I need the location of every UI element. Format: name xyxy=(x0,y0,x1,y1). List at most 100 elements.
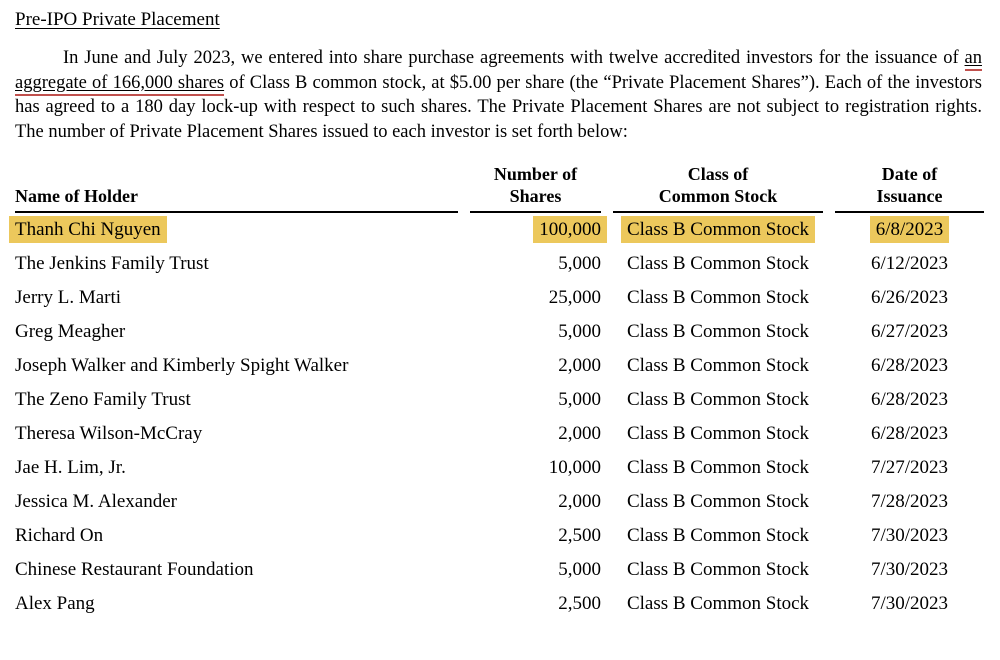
shares-value: 25,000 xyxy=(548,287,601,308)
stock-class-cell: Class B Common Stock xyxy=(613,281,823,315)
issuance-date-value: 6/26/2023 xyxy=(870,287,949,308)
stock-class-cell: Class B Common Stock xyxy=(613,383,823,417)
holder-name-cell: Jerry L. Marti xyxy=(15,281,458,315)
shares-cell: 2,500 xyxy=(470,587,601,621)
issuance-date-value: 7/30/2023 xyxy=(870,593,949,614)
stock-class-cell: Class B Common Stock xyxy=(613,349,823,383)
holder-name-cell: Thanh Chi Nguyen xyxy=(9,213,458,247)
issuance-date-cell: 6/8/2023 xyxy=(835,213,984,247)
holders-table: Name of Holder Number of Shares Class of… xyxy=(9,159,1000,621)
issuance-date-cell: 6/27/2023 xyxy=(835,315,984,349)
stock-class-value: Class B Common Stock xyxy=(626,253,810,274)
holder-name: The Zeno Family Trust xyxy=(15,389,191,410)
holder-name: Joseph Walker and Kimberly Spight Walker xyxy=(15,355,349,376)
stock-class-value: Class B Common Stock xyxy=(626,491,810,512)
stock-class-cell: Class B Common Stock xyxy=(613,417,823,451)
holder-name: Chinese Restaurant Foundation xyxy=(15,559,254,580)
header-line: Name of Holder xyxy=(15,186,138,206)
shares-cell: 2,500 xyxy=(470,519,601,553)
header-line: Date of xyxy=(881,164,938,184)
stock-class-value: Class B Common Stock xyxy=(626,559,810,580)
holder-name: Theresa Wilson-McCray xyxy=(15,423,203,444)
column-header-class-of-common-stock: Class of Common Stock xyxy=(613,159,823,213)
holder-name-cell: Greg Meagher xyxy=(15,315,458,349)
column-header-name-of-holder: Name of Holder xyxy=(15,159,458,213)
holder-name-cell: Jessica M. Alexander xyxy=(15,485,458,519)
shares-value: 2,000 xyxy=(558,491,601,512)
issuance-date-value: 6/28/2023 xyxy=(870,355,949,376)
issuance-date-cell: 6/28/2023 xyxy=(835,417,984,451)
holder-name: Greg Meagher xyxy=(15,321,126,342)
issuance-date-value: 7/27/2023 xyxy=(870,457,949,478)
issuance-date-value: 6/27/2023 xyxy=(870,321,949,342)
paragraph-text-before: In June and July 2023, we entered into s… xyxy=(63,48,965,68)
header-line: Number of xyxy=(493,164,578,184)
header-line: Shares xyxy=(509,186,562,206)
shares-value: 2,500 xyxy=(558,593,601,614)
shares-value: 10,000 xyxy=(548,457,601,478)
stock-class-value: Class B Common Stock xyxy=(626,457,810,478)
holder-name-cell: The Zeno Family Trust xyxy=(15,383,458,417)
holder-name: Richard On xyxy=(15,525,104,546)
stock-class-cell: Class B Common Stock xyxy=(613,553,823,587)
stock-class-value: Class B Common Stock xyxy=(626,355,810,376)
shares-value: 5,000 xyxy=(558,321,601,342)
stock-class-cell: Class B Common Stock xyxy=(613,213,823,247)
holder-name: Jessica M. Alexander xyxy=(15,491,177,512)
issuance-date-value: 6/28/2023 xyxy=(870,389,949,410)
shares-value: 100,000 xyxy=(533,216,607,243)
shares-value: 5,000 xyxy=(558,389,601,410)
stock-class-value: Class B Common Stock xyxy=(626,321,810,342)
stock-class-value: Class B Common Stock xyxy=(626,389,810,410)
holder-name-cell: Theresa Wilson-McCray xyxy=(15,417,458,451)
intro-paragraph: In June and July 2023, we entered into s… xyxy=(15,46,982,144)
issuance-date-cell: 7/30/2023 xyxy=(835,587,984,621)
shares-cell: 5,000 xyxy=(470,315,601,349)
holder-name-cell: Jae H. Lim, Jr. xyxy=(15,451,458,485)
holder-name: Alex Pang xyxy=(15,593,95,614)
issuance-date-value: 7/30/2023 xyxy=(870,559,949,580)
holder-name: The Jenkins Family Trust xyxy=(15,253,209,274)
issuance-date-value: 6/28/2023 xyxy=(870,423,949,444)
issuance-date-cell: 6/26/2023 xyxy=(835,281,984,315)
column-header-date-of-issuance: Date of Issuance xyxy=(835,159,984,213)
issuance-date-cell: 6/28/2023 xyxy=(835,349,984,383)
holder-name: Thanh Chi Nguyen xyxy=(9,216,167,243)
shares-cell: 5,000 xyxy=(470,383,601,417)
stock-class-value: Class B Common Stock xyxy=(620,216,816,243)
issuance-date-cell: 7/30/2023 xyxy=(835,553,984,587)
shares-cell: 10,000 xyxy=(470,451,601,485)
holder-name-cell: Richard On xyxy=(15,519,458,553)
holder-name: Jerry L. Marti xyxy=(15,287,122,308)
header-line: Common Stock xyxy=(658,186,778,206)
shares-value: 2,000 xyxy=(558,355,601,376)
issuance-date-cell: 6/28/2023 xyxy=(835,383,984,417)
holder-name: Jae H. Lim, Jr. xyxy=(15,457,126,478)
holder-name-cell: The Jenkins Family Trust xyxy=(15,247,458,281)
stock-class-cell: Class B Common Stock xyxy=(613,485,823,519)
shares-cell: 25,000 xyxy=(470,281,601,315)
issuance-date-cell: 6/12/2023 xyxy=(835,247,984,281)
holder-name-cell: Joseph Walker and Kimberly Spight Walker xyxy=(15,349,458,383)
shares-cell: 2,000 xyxy=(470,417,601,451)
stock-class-value: Class B Common Stock xyxy=(626,423,810,444)
shares-value: 5,000 xyxy=(558,253,601,274)
shares-value: 2,500 xyxy=(558,525,601,546)
stock-class-cell: Class B Common Stock xyxy=(613,451,823,485)
column-header-number-of-shares: Number of Shares xyxy=(470,159,601,213)
shares-cell: 2,000 xyxy=(470,485,601,519)
paragraph-text-after: of Class B common stock, at $5.00 per sh… xyxy=(15,72,982,142)
shares-value: 5,000 xyxy=(558,559,601,580)
issuance-date-value: 7/28/2023 xyxy=(870,491,949,512)
shares-cell: 5,000 xyxy=(470,247,601,281)
holder-name-cell: Chinese Restaurant Foundation xyxy=(15,553,458,587)
issuance-date-value: 7/30/2023 xyxy=(870,525,949,546)
stock-class-value: Class B Common Stock xyxy=(626,593,810,614)
issuance-date-cell: 7/28/2023 xyxy=(835,485,984,519)
stock-class-value: Class B Common Stock xyxy=(626,525,810,546)
stock-class-cell: Class B Common Stock xyxy=(613,519,823,553)
issuance-date-cell: 7/27/2023 xyxy=(835,451,984,485)
shares-value: 2,000 xyxy=(558,423,601,444)
holder-name-cell: Alex Pang xyxy=(15,587,458,621)
